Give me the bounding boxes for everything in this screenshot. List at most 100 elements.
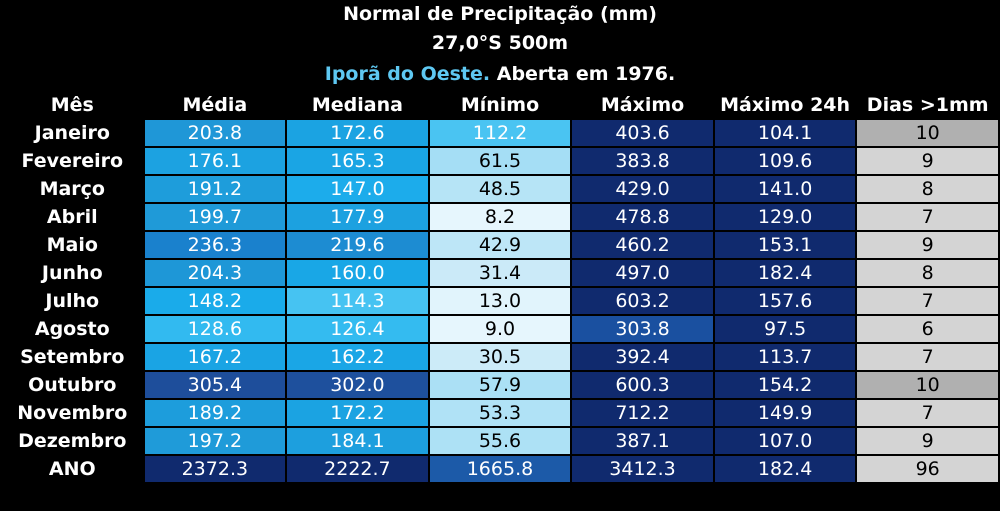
table-row: Janeiro 203.8 172.6 112.2 403.6 104.1 10 — [0, 118, 1000, 148]
column-header: Máximo 24h — [712, 90, 858, 120]
subtitle: 27,0°S 500m — [431, 32, 569, 54]
value-cell: 182.4 — [712, 258, 858, 288]
value-cell: 42.9 — [427, 230, 573, 260]
value-cell: 303.8 — [570, 314, 715, 344]
value-cell: 114.3 — [285, 286, 430, 316]
value-cell: 128.6 — [142, 314, 288, 344]
value-cell: 302.0 — [285, 370, 430, 400]
table-row: Março 191.2 147.0 48.5 429.0 141.0 8 — [0, 174, 1000, 204]
value-cell: 9 — [855, 146, 1000, 176]
value-cell: 57.9 — [427, 370, 573, 400]
column-header: Dias >1mm — [855, 90, 1000, 120]
row-label: Janeiro — [0, 118, 145, 148]
row-label: Outubro — [0, 370, 145, 400]
row-label: Novembro — [0, 398, 145, 428]
value-cell: 172.6 — [285, 118, 430, 148]
value-cell: 7 — [855, 202, 1000, 232]
value-cell: 383.8 — [570, 146, 715, 176]
column-header: Mediana — [285, 90, 430, 120]
value-cell: 141.0 — [712, 174, 858, 204]
value-cell: 478.8 — [570, 202, 715, 232]
value-cell: 104.1 — [712, 118, 858, 148]
value-cell: 305.4 — [142, 370, 288, 400]
value-cell: 600.3 — [570, 370, 715, 400]
value-cell: 149.9 — [712, 398, 858, 428]
value-cell: 184.1 — [285, 426, 430, 456]
value-cell: 2222.7 — [285, 454, 430, 484]
table-row: Dezembro 197.2 184.1 55.6 387.1 107.0 9 — [0, 426, 1000, 456]
value-cell: 712.2 — [570, 398, 715, 428]
row-label: Abril — [0, 202, 145, 232]
value-cell: 219.6 — [285, 230, 430, 260]
value-cell: 199.7 — [142, 202, 288, 232]
value-cell: 112.2 — [427, 118, 573, 148]
value-cell: 147.0 — [285, 174, 430, 204]
value-cell: 107.0 — [712, 426, 858, 456]
note: Aberta em 1976. — [496, 63, 676, 85]
value-cell: 8 — [855, 258, 1000, 288]
title: Normal de Precipitação (mm) — [343, 3, 657, 25]
value-cell: 191.2 — [142, 174, 288, 204]
value-cell: 204.3 — [142, 258, 288, 288]
value-cell: 9.0 — [427, 314, 573, 344]
value-cell: 160.0 — [285, 258, 430, 288]
value-cell: 7 — [855, 286, 1000, 316]
table-row: Novembro 189.2 172.2 53.3 712.2 149.9 7 — [0, 398, 1000, 428]
value-cell: 3412.3 — [570, 454, 715, 484]
table-row: Setembro 167.2 162.2 30.5 392.4 113.7 7 — [0, 342, 1000, 372]
row-label: Junho — [0, 258, 145, 288]
value-cell: 157.6 — [712, 286, 858, 316]
value-cell: 165.3 — [285, 146, 430, 176]
row-label: Março — [0, 174, 145, 204]
station-line: Iporã do Oeste. Aberta em 1976. — [0, 58, 1000, 90]
column-header: Mês — [0, 90, 145, 120]
table-row: Julho 148.2 114.3 13.0 603.2 157.6 7 — [0, 286, 1000, 316]
value-cell: 387.1 — [570, 426, 715, 456]
value-cell: 403.6 — [570, 118, 715, 148]
value-cell: 392.4 — [570, 342, 715, 372]
header-row: Mês Média Mediana Mínimo Máximo Máximo 24h Dia… — [0, 90, 1000, 120]
value-cell: 603.2 — [570, 286, 715, 316]
value-cell: 48.5 — [427, 174, 573, 204]
value-cell: 7 — [855, 398, 1000, 428]
column-header: Máximo — [570, 90, 715, 120]
column-header: Média — [142, 90, 288, 120]
value-cell: 1665.8 — [427, 454, 573, 484]
table-row: Junho 204.3 160.0 31.4 497.0 182.4 8 — [0, 258, 1000, 288]
value-cell: 176.1 — [142, 146, 288, 176]
value-cell: 154.2 — [712, 370, 858, 400]
value-cell: 55.6 — [427, 426, 573, 456]
value-cell: 31.4 — [427, 258, 573, 288]
table-row: Outubro 305.4 302.0 57.9 600.3 154.2 10 — [0, 370, 1000, 400]
value-cell: 6 — [855, 314, 1000, 344]
row-label: Maio — [0, 230, 145, 260]
value-cell: 177.9 — [285, 202, 430, 232]
table-row: Agosto 128.6 126.4 9.0 303.8 97.5 6 — [0, 314, 1000, 344]
table-row: Abril 199.7 177.9 8.2 478.8 129.0 7 — [0, 202, 1000, 232]
value-cell: 30.5 — [427, 342, 573, 372]
station: Iporã do Oeste. — [324, 63, 491, 85]
value-cell: 8 — [855, 174, 1000, 204]
value-cell: 7 — [855, 342, 1000, 372]
value-cell: 497.0 — [570, 258, 715, 288]
row-label: Agosto — [0, 314, 145, 344]
value-cell: 10 — [855, 118, 1000, 148]
value-cell: 10 — [855, 370, 1000, 400]
value-cell: 460.2 — [570, 230, 715, 260]
value-cell: 61.5 — [427, 146, 573, 176]
value-cell: 9 — [855, 426, 1000, 456]
value-cell: 9 — [855, 230, 1000, 260]
table-row: Maio 236.3 219.6 42.9 460.2 153.1 9 — [0, 230, 1000, 260]
value-cell: 109.6 — [712, 146, 858, 176]
value-cell: 129.0 — [712, 202, 858, 232]
value-cell: 162.2 — [285, 342, 430, 372]
value-cell: 153.1 — [712, 230, 858, 260]
row-label: Julho — [0, 286, 145, 316]
row-label: ANO — [0, 454, 145, 484]
row-label: Dezembro — [0, 426, 145, 456]
table-row: Fevereiro 176.1 165.3 61.5 383.8 109.6 9 — [0, 146, 1000, 176]
value-cell: 182.4 — [712, 454, 858, 484]
value-cell: 148.2 — [142, 286, 288, 316]
value-cell: 97.5 — [712, 314, 858, 344]
